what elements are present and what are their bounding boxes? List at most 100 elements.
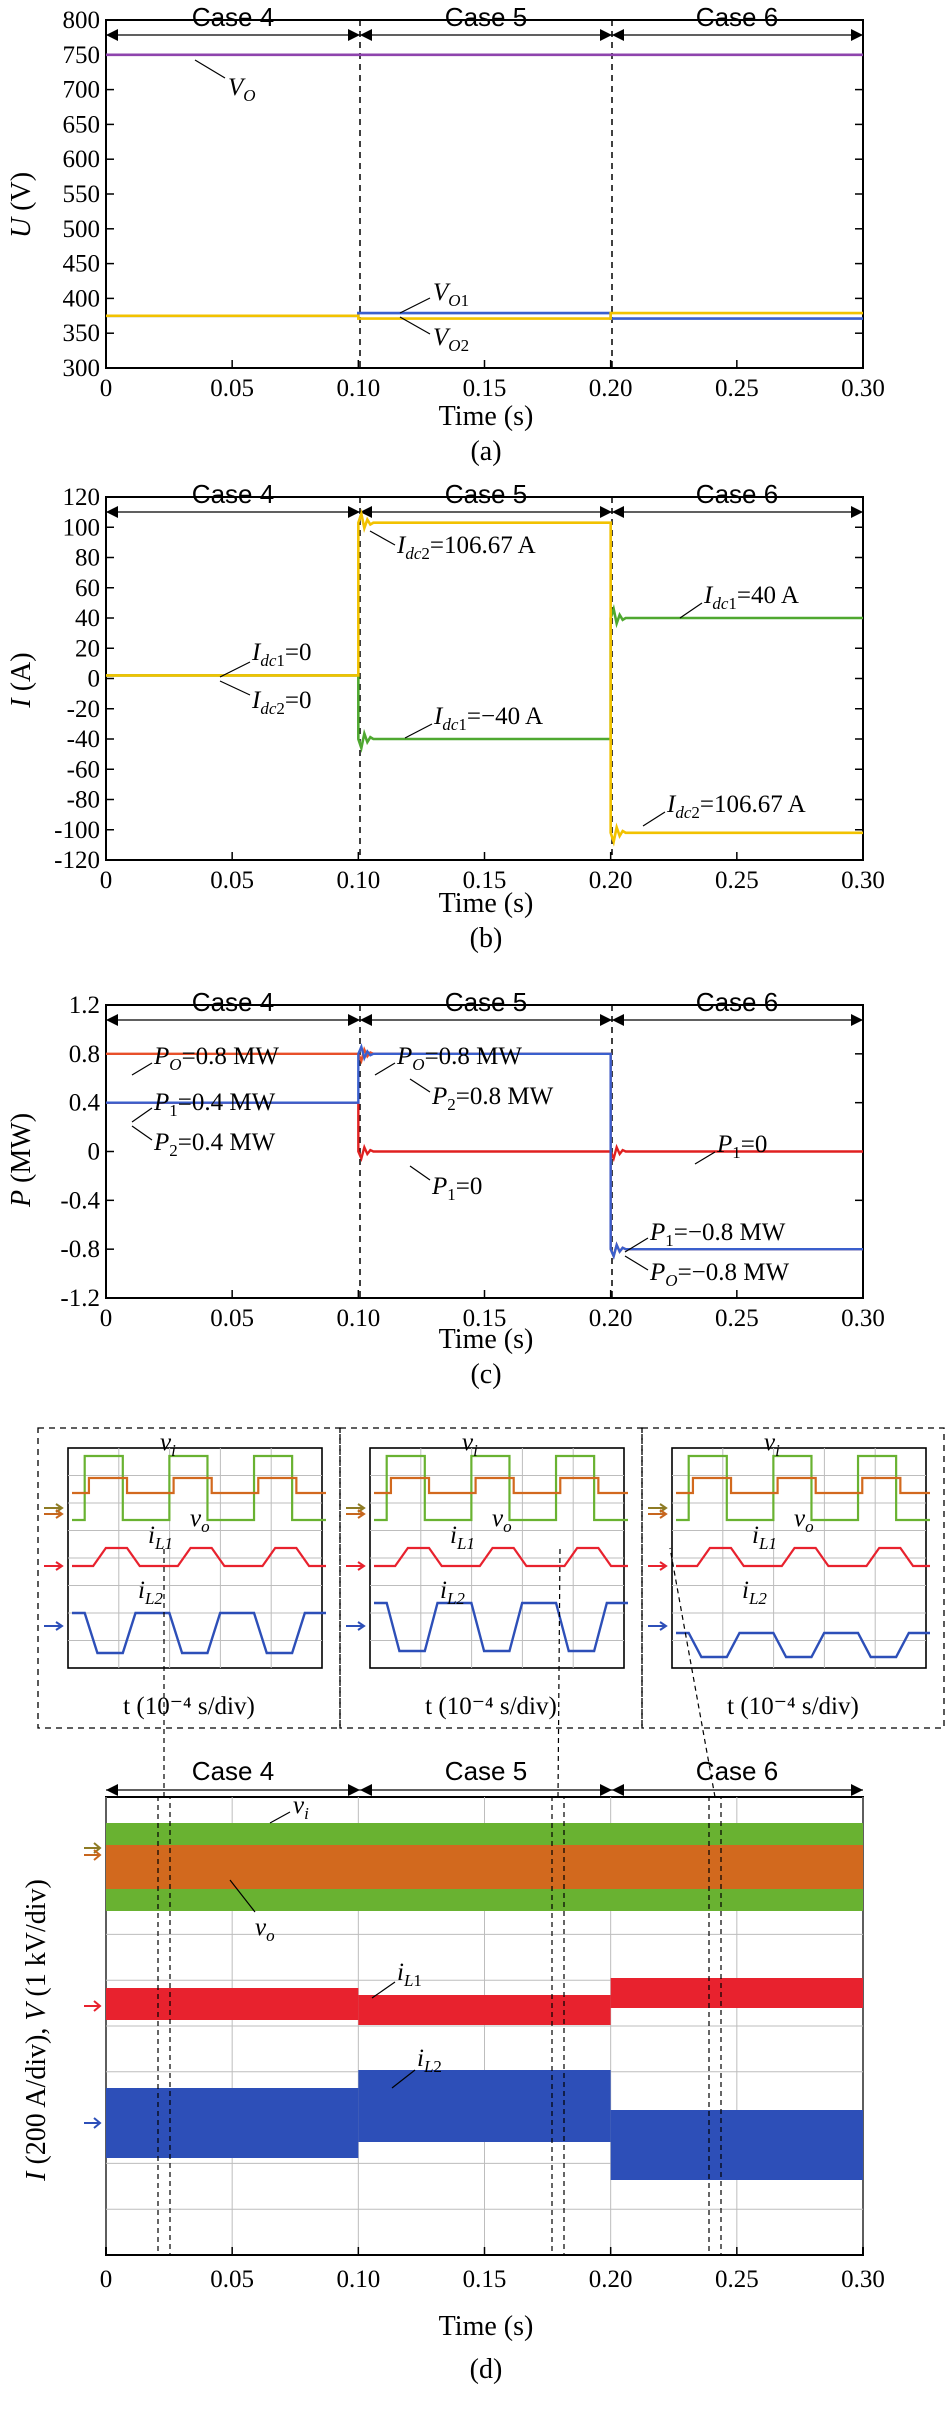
x-tick-label: 0.15 — [463, 1305, 507, 1332]
level-marker — [648, 1509, 668, 1519]
inset-xlabel: t (10⁻⁴ s/div) — [123, 1693, 255, 1720]
label-VO: VO — [228, 74, 256, 105]
series-line-i_dc2 — [106, 508, 863, 847]
case-header-d: Case 4 Case 5 Case 6 — [106, 1756, 863, 1796]
y-tick-label: 0 — [88, 666, 101, 693]
inset-label-il2: iL2 — [742, 1577, 767, 1608]
case-4-label: Case 4 — [192, 1756, 274, 1786]
x-tick-label: 0.25 — [715, 1305, 759, 1332]
x-tick-label: 0.05 — [210, 867, 254, 894]
inset-4: vi vo iL1 iL2 t (10⁻⁴ s/div) — [37, 1427, 341, 1729]
inset-label-vo: vo — [794, 1505, 814, 1536]
inset-trace-vi — [676, 1454, 930, 1522]
case-5-label: Case 5 — [445, 1756, 527, 1786]
panel-label-c: (c) — [470, 1359, 501, 1390]
y-tick-label: -0.8 — [60, 1236, 100, 1263]
ylabel-c: P (MW) — [6, 1113, 37, 1208]
label-P1-case5: P1=0 — [431, 1173, 482, 1204]
inset-label-vi: vi — [160, 1429, 176, 1460]
level-marker — [346, 1509, 366, 1519]
series-line-p_2 — [106, 1043, 863, 1260]
y-tick-label: 550 — [63, 181, 101, 208]
level-marker — [346, 1503, 366, 1513]
series-line-i_dc1 — [106, 604, 863, 753]
axes-a: 300 350 400 450 500 550 600 650 700 750 800 0 0.05 0.… — [63, 7, 885, 402]
y-tick-label: 600 — [63, 146, 101, 173]
inset-label-vo: vo — [492, 1505, 512, 1536]
panel-label-a: (a) — [470, 436, 501, 467]
inset-label-vo: vo — [190, 1505, 210, 1536]
label-PO-case4: PO=0.8 MW — [153, 1043, 279, 1074]
zoom-window-case5 — [551, 1796, 565, 2256]
case-6-label: Case 6 — [696, 479, 778, 509]
label-Idc2-case6: Idc2=106.67 A — [666, 791, 806, 822]
label-P1-case6: P1=0 — [716, 1131, 767, 1162]
panel-label-b: (b) — [470, 923, 503, 954]
inset-label-il2: iL2 — [138, 1577, 163, 1608]
label-Idc1-0: Idc1=0 — [251, 639, 311, 670]
y-tick-label: -1.2 — [60, 1285, 100, 1312]
label-vi: vi — [293, 1792, 309, 1823]
panel-a: Case 4 Case 5 Case 6 300 350 400 450 500 550 6… — [6, 2, 885, 467]
y-tick-label: 700 — [63, 77, 101, 104]
y-tick-label: 0.4 — [69, 1090, 101, 1117]
y-tick-label: -40 — [67, 726, 100, 753]
y-tick-label: 800 — [63, 7, 101, 34]
y-tick-label: 500 — [63, 216, 101, 243]
inset-trace-il2 — [676, 1631, 930, 1659]
x-tick-label: 0.30 — [841, 867, 885, 894]
annotations-a: VO VO1 VO2 — [194, 59, 469, 355]
x-tick-label: 0.30 — [841, 1305, 885, 1332]
label-P1-case4: P1=0.4 MW — [153, 1089, 276, 1120]
y-tick-label: -100 — [54, 817, 100, 844]
zoom-link-2 — [557, 1547, 561, 1798]
label-Idc1-case5: Idc1=−40 A — [433, 703, 543, 734]
zoom-link-3 — [669, 1547, 716, 1798]
trace-il1 — [358, 1995, 611, 2025]
inset-trace-vo — [676, 1476, 930, 1495]
trace-il2 — [358, 2070, 611, 2142]
case-5-label: Case 5 — [445, 479, 527, 509]
inset-trace-il2 — [374, 1601, 628, 1653]
x-tick-label: 0.10 — [336, 2266, 380, 2293]
level-marker — [84, 2117, 102, 2129]
y-tick-label: -60 — [67, 756, 100, 783]
y-tick-label: 350 — [63, 320, 101, 347]
y-tick-label: 450 — [63, 251, 101, 278]
inset-frame — [339, 1427, 643, 1729]
inset-label-il1: iL1 — [450, 1522, 475, 1553]
x-tick-label: 0.15 — [463, 867, 507, 894]
label-P2-case5: P2=0.8 MW — [431, 1083, 554, 1114]
x-tick-label: 0.10 — [336, 1305, 380, 1332]
y-tick-label: -80 — [67, 787, 100, 814]
panel-d: vi vo iL1 iL2 t (10⁻⁴ s/div) vi vo iL1 iL2 t (10⁻… — [21, 1427, 945, 2385]
level-marker — [648, 1561, 668, 1571]
label-P1-neg: P1=−0.8 MW — [649, 1219, 786, 1250]
label-vo: vo — [255, 1914, 275, 1945]
inset-xlabel: t (10⁻⁴ s/div) — [425, 1693, 557, 1720]
label-PO-case5: PO=0.8 MW — [396, 1043, 522, 1074]
trace-il2 — [106, 2088, 359, 2158]
x-tick-label: 0.05 — [210, 2266, 254, 2293]
level-marker — [44, 1509, 64, 1519]
axes-c: -1.2 -0.8 -0.4 0 0.4 0.8 1.2 0 0.05 0.10 0.15 0.20 0… — [60, 992, 884, 1332]
x-tick-label: 0.20 — [589, 2266, 633, 2293]
label-P2-case4: P2=0.4 MW — [153, 1129, 276, 1160]
series-line-p_1 — [106, 1101, 863, 1163]
label-PO-neg: PO=−0.8 MW — [649, 1259, 789, 1290]
x-tick-label: 0.20 — [589, 867, 633, 894]
x-tick-label: 0.25 — [715, 867, 759, 894]
inset-label-il1: iL1 — [752, 1522, 777, 1553]
label-VO2: VO2 — [433, 324, 469, 355]
case-header-c: Case 4 Case 5 Case 6 — [106, 987, 863, 1026]
zoom-window-case4 — [157, 1796, 171, 2256]
x-tick-label: 0 — [100, 2266, 113, 2293]
inset-trace-il1 — [676, 1546, 930, 1568]
y-tick-label: 20 — [75, 635, 100, 662]
inset-trace-vi — [374, 1454, 628, 1522]
y-tick-label: 650 — [63, 111, 101, 138]
inset-trace-vo — [72, 1476, 326, 1495]
y-tick-label: 0 — [88, 1139, 101, 1166]
xlabel-b: Time (s) — [439, 888, 534, 919]
inset-label-il2: iL2 — [440, 1577, 465, 1608]
